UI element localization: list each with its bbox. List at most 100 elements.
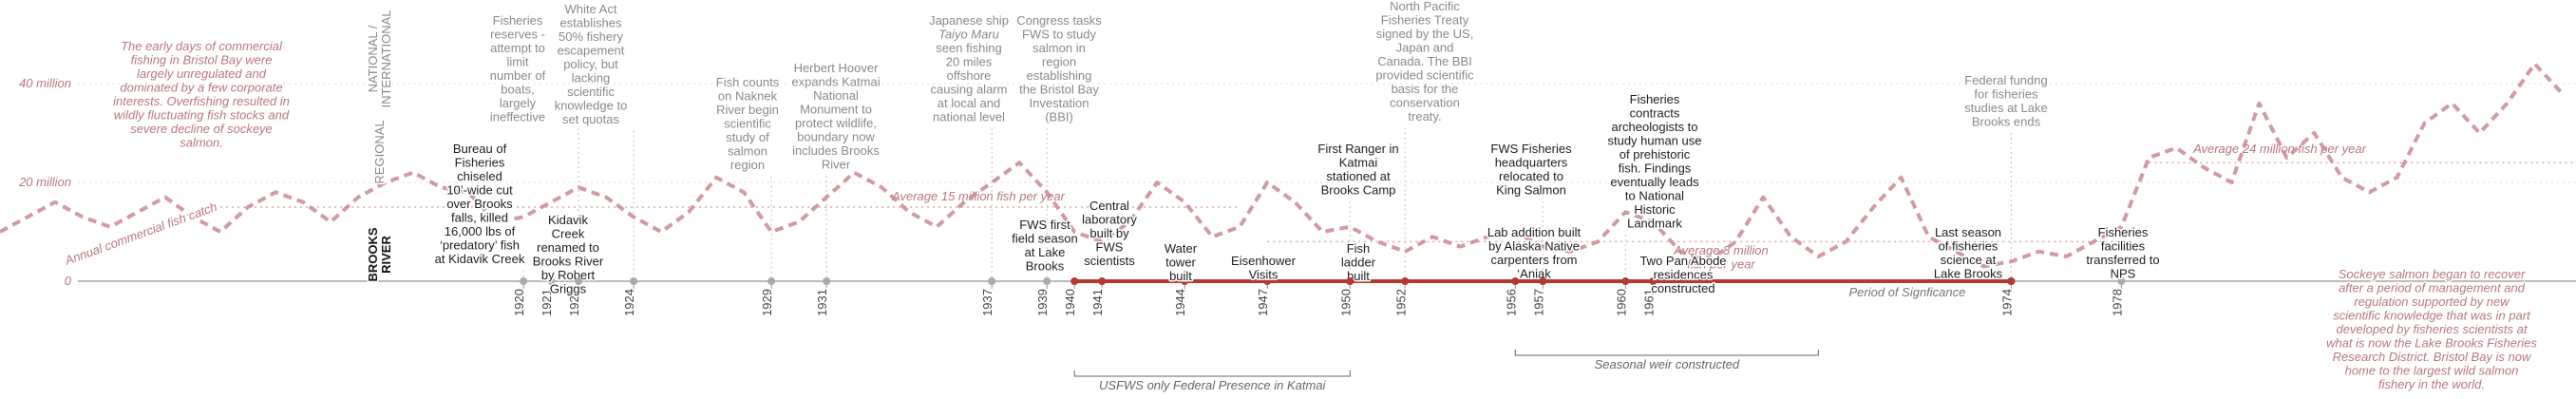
text-line: ‘Aniak <box>1517 267 1551 281</box>
event-text: Congress tasks FWS to study salmon in regio… <box>1016 13 1102 124</box>
text-line: provided scientific <box>1375 68 1474 83</box>
text-line: scientists <box>1084 254 1135 268</box>
text-line: attempt to <box>490 41 545 55</box>
event-dot <box>2117 277 2126 285</box>
text-line: for fisheries <box>1974 87 2038 102</box>
event-text: Fisheries reserves -attempt to limit number… <box>490 13 546 124</box>
text-line: regulation supported by new <box>2354 294 2510 309</box>
text-line: region <box>1042 55 1076 69</box>
text-line: establishing <box>1027 68 1092 83</box>
event-dot <box>1511 277 1520 285</box>
text-line: fishery in the world. <box>2378 377 2485 391</box>
text-line: reserves - <box>490 28 545 42</box>
text-line: fishing in Bristol Bay were <box>131 53 273 67</box>
x-tick-label: 1957 <box>1531 289 1545 316</box>
text-line: King Salmon <box>1496 183 1566 198</box>
text-line: limit <box>506 55 528 69</box>
x-tick-label: 1921 <box>540 289 554 316</box>
text-line: RIVER <box>379 236 393 274</box>
text-line: carpenters from <box>1490 253 1577 267</box>
text-line: FWS Fisheries <box>1490 142 1572 156</box>
x-tick-label: 1931 <box>815 289 829 316</box>
x-tick-label: 1924 <box>622 289 636 316</box>
event-text: Bureau of Fisheries chiseled 10’-wide cut ov… <box>435 142 525 266</box>
text-line: constructed <box>1651 281 1714 295</box>
text-line: relocated to <box>1499 169 1563 183</box>
text-line: boundary now <box>797 130 875 144</box>
text-line: Fisheries Treaty <box>1381 13 1469 28</box>
text-line: Research District. Bristol Bay is now <box>2333 350 2532 364</box>
text-line: FWS <box>1096 240 1124 255</box>
text-line: national level <box>933 110 1005 124</box>
x-tick-label: 1939 <box>1035 289 1050 316</box>
text-line: salmon <box>728 144 767 159</box>
lane-label: NATIONAL /INTERNATIONAL <box>366 10 393 107</box>
note: The early days of commercial fishing in B… <box>113 39 290 150</box>
text-line: Lab addition built <box>1487 225 1582 239</box>
text-line: studies at Lake <box>1964 101 2047 115</box>
text-line: home to the largest wild salmon <box>2345 364 2519 378</box>
event-dot <box>630 277 638 285</box>
event-dot <box>767 277 776 285</box>
event-dot <box>1070 277 1079 285</box>
catch-line <box>0 62 2564 269</box>
text-line: on Naknek <box>718 89 778 104</box>
text-line: Katmai <box>1339 156 1378 170</box>
text-line: BROOKS <box>366 227 380 281</box>
x-tick-label: 1950 <box>1338 289 1353 316</box>
event-dot <box>1181 277 1189 285</box>
event-text: FWS Fisheries headquarters relocated to Kin… <box>1490 142 1572 198</box>
text-line: treaty. <box>1408 109 1441 124</box>
text-line: FWS to study <box>1022 28 1097 42</box>
text-line: fish. Findings <box>1619 162 1692 176</box>
text-line: White Act <box>565 2 617 16</box>
text-line: Lake Brooks <box>1934 267 2003 281</box>
text-line: scientific <box>724 117 771 131</box>
text-line: of prehistoric <box>1619 147 1691 162</box>
text-line: Herbert Hoover <box>794 61 880 75</box>
text-line: Canada. The BBI <box>1377 54 1472 68</box>
text-line: The early days of commercial <box>121 39 283 53</box>
span-bracket <box>1514 350 1819 356</box>
text-line: largely <box>500 96 537 110</box>
text-line: River <box>822 158 851 172</box>
text-line: seen fishing <box>936 41 1001 55</box>
event-dot <box>988 277 996 285</box>
x-tick-label: 1974 <box>1999 289 2014 316</box>
text-line: Fisheries <box>455 156 505 170</box>
x-tick-label: 1952 <box>1393 289 1408 316</box>
event-dot <box>575 277 583 285</box>
text-line: chiseled <box>457 169 502 183</box>
text-line: scientific knowledge that was in part <box>2333 309 2531 323</box>
event-text: Herbert Hoover expands Katmai National Monu… <box>791 61 880 172</box>
text-line: Historic <box>1634 202 1676 217</box>
text-line: to National <box>1625 189 1684 203</box>
text-line: tower <box>1165 256 1196 270</box>
x-tick-label: 1947 <box>1256 289 1270 316</box>
text-line: headquarters <box>1495 156 1568 170</box>
text-line: fish per year <box>1687 257 1755 272</box>
event-text: Fish ladder built <box>1341 241 1376 283</box>
text-line: signed by the US, <box>1376 27 1474 41</box>
text-line: Fish counts <box>716 75 780 89</box>
text-line: Central <box>1089 199 1129 213</box>
event-text: Water tower built <box>1165 241 1198 283</box>
event-text: Fisheries contracts archeologists to study … <box>1607 92 1701 231</box>
text-line: science at <box>1941 253 1997 267</box>
x-tick-label: 1937 <box>980 289 994 316</box>
text-line: ineffective <box>490 110 545 124</box>
text-line: Monument to <box>800 103 872 117</box>
text-line: eventually leads <box>1610 175 1699 189</box>
text-line: North Pacific <box>1390 0 1460 13</box>
event-text: Federal fundng for fisheries studies at La… <box>1964 73 2047 129</box>
text-line: by Alaska Native <box>1488 239 1580 254</box>
text-line: over Brooks <box>446 197 513 211</box>
text-line: Bureau of <box>453 142 507 156</box>
text-line: field season <box>1012 232 1077 246</box>
event-dot <box>1621 277 1630 285</box>
text-line: the Bristol Bay <box>1019 83 1099 97</box>
text-line: includes Brooks <box>792 143 880 158</box>
event-text: Eisenhower Visits <box>1231 254 1297 282</box>
text-line: 16,000 lbs of <box>445 224 516 238</box>
